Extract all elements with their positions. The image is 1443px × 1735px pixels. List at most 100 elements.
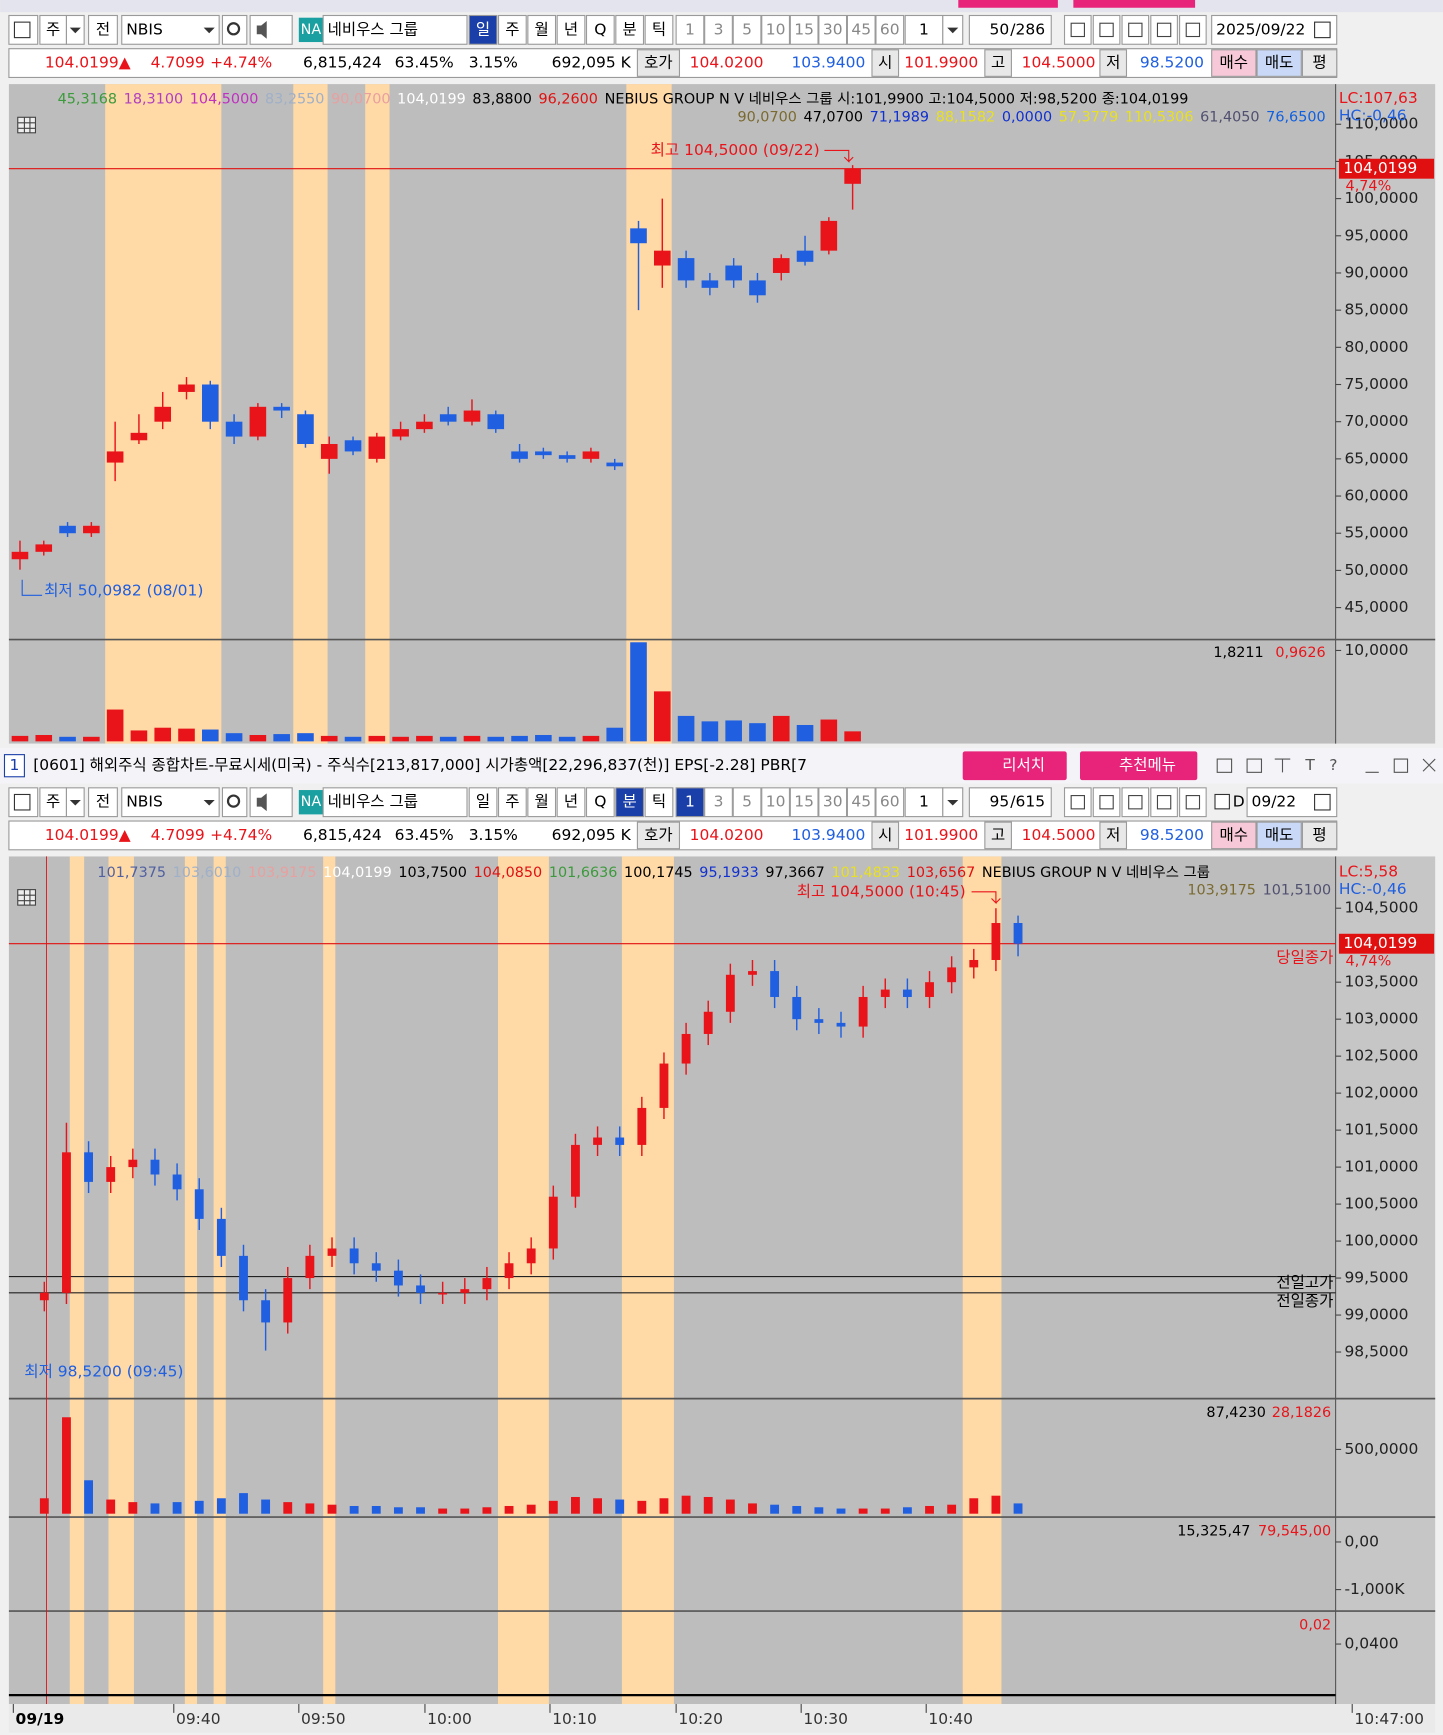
date-field[interactable] bbox=[1246, 787, 1338, 818]
candle-body bbox=[201, 384, 219, 422]
interval-button[interactable] bbox=[704, 14, 733, 45]
legend-entry: 104,5000 bbox=[190, 92, 259, 108]
period-button[interactable] bbox=[556, 787, 586, 818]
tool-icon[interactable] bbox=[1092, 14, 1121, 45]
order-button[interactable] bbox=[1301, 821, 1338, 850]
market-select[interactable] bbox=[39, 14, 68, 45]
tool-icon[interactable] bbox=[1063, 14, 1092, 45]
table-icon[interactable] bbox=[17, 116, 37, 134]
range-field[interactable] bbox=[968, 14, 1052, 45]
hc-label: HC:-0,46 bbox=[1339, 880, 1407, 898]
tool-icon[interactable] bbox=[1150, 14, 1178, 45]
tool-icon[interactable] bbox=[1150, 787, 1178, 818]
interval-button[interactable] bbox=[761, 787, 790, 818]
candle-body bbox=[154, 406, 172, 422]
volume-bar bbox=[368, 735, 386, 742]
interval-button[interactable] bbox=[846, 14, 876, 45]
period-button[interactable] bbox=[527, 14, 557, 45]
interval-label: 60 bbox=[880, 793, 900, 811]
date-field[interactable] bbox=[1211, 14, 1338, 45]
legend-entry: 71,1989 bbox=[870, 109, 929, 125]
session-shade bbox=[626, 84, 672, 744]
tool-icon[interactable] bbox=[1179, 787, 1207, 818]
tool-icon[interactable] bbox=[1063, 787, 1092, 818]
interval-label: 60 bbox=[880, 20, 900, 38]
code-input[interactable] bbox=[121, 787, 220, 818]
interval-button[interactable] bbox=[704, 787, 733, 818]
tool-icon[interactable] bbox=[1179, 14, 1207, 45]
layout-icon[interactable] bbox=[8, 14, 39, 45]
legend-entry: 104,0199 bbox=[323, 865, 392, 881]
period-button[interactable] bbox=[644, 787, 674, 818]
candle-body bbox=[150, 1159, 160, 1175]
y-tick-label: 65,0000 bbox=[1344, 449, 1408, 467]
badge-text: NA bbox=[301, 794, 322, 810]
layout-icon[interactable] bbox=[8, 787, 39, 818]
interval-button[interactable] bbox=[818, 787, 848, 818]
interval-button[interactable] bbox=[875, 787, 905, 818]
period-button[interactable] bbox=[644, 14, 674, 45]
calendar-icon bbox=[1314, 793, 1331, 811]
order-button[interactable] bbox=[1211, 49, 1257, 77]
candle-body bbox=[677, 258, 695, 281]
interval-button[interactable] bbox=[789, 787, 819, 818]
scope-button[interactable] bbox=[88, 14, 118, 45]
order-button[interactable] bbox=[1256, 821, 1302, 850]
quote-low: 98.5200 bbox=[1140, 54, 1204, 72]
session-shade bbox=[213, 856, 226, 1705]
period-button[interactable] bbox=[556, 14, 586, 45]
interval-button[interactable] bbox=[846, 787, 876, 818]
tool-icon[interactable] bbox=[1092, 787, 1121, 818]
period-button[interactable] bbox=[468, 14, 498, 45]
candle-body bbox=[548, 1196, 558, 1249]
interval-button[interactable] bbox=[875, 14, 905, 45]
interval-button[interactable] bbox=[675, 787, 705, 818]
name-field[interactable] bbox=[322, 787, 468, 818]
search-button[interactable] bbox=[221, 787, 248, 818]
interval-button[interactable] bbox=[789, 14, 819, 45]
interval-button[interactable] bbox=[818, 14, 848, 45]
search-button[interactable] bbox=[221, 14, 248, 45]
tool-icon[interactable] bbox=[1121, 14, 1150, 45]
volume-bar bbox=[128, 1502, 138, 1514]
scope-button[interactable] bbox=[88, 787, 118, 818]
code-input[interactable] bbox=[121, 14, 220, 45]
period-button[interactable] bbox=[527, 787, 557, 818]
quote-change-pct: +4.74% bbox=[210, 826, 272, 844]
period-button[interactable] bbox=[615, 787, 645, 818]
period-button[interactable] bbox=[497, 14, 527, 45]
count-field[interactable] bbox=[904, 14, 944, 45]
period-button[interactable] bbox=[468, 787, 498, 818]
order-button[interactable] bbox=[1301, 49, 1338, 77]
range-field[interactable] bbox=[968, 787, 1052, 818]
order-button[interactable] bbox=[1211, 821, 1257, 850]
tool-icon[interactable] bbox=[1121, 787, 1150, 818]
header-button[interactable] bbox=[1080, 751, 1198, 781]
sound-button[interactable] bbox=[249, 787, 293, 818]
volume-bar bbox=[659, 1498, 669, 1514]
interval-button[interactable] bbox=[732, 787, 762, 818]
table-icon[interactable] bbox=[17, 889, 37, 906]
count-field[interactable] bbox=[904, 787, 944, 818]
quote-open: 101.9900 bbox=[904, 826, 978, 844]
window-number bbox=[3, 754, 25, 778]
header-button[interactable] bbox=[962, 751, 1067, 781]
name-field[interactable] bbox=[322, 14, 468, 45]
interval-button[interactable] bbox=[761, 14, 790, 45]
checkbox[interactable] bbox=[1214, 793, 1230, 810]
sound-button[interactable] bbox=[249, 14, 293, 45]
market-select[interactable] bbox=[39, 787, 68, 818]
period-button[interactable] bbox=[585, 14, 615, 45]
candle-body bbox=[504, 1263, 514, 1279]
candle-body bbox=[637, 1107, 647, 1145]
order-button[interactable] bbox=[1256, 49, 1302, 77]
period-button[interactable] bbox=[497, 787, 527, 818]
candle-body bbox=[770, 971, 780, 997]
interval-button[interactable] bbox=[675, 14, 705, 45]
period-button[interactable] bbox=[585, 787, 615, 818]
interval-button[interactable] bbox=[732, 14, 762, 45]
period-button[interactable] bbox=[615, 14, 645, 45]
interval-label: 45 bbox=[851, 20, 871, 38]
y-tick-label: 101,5000 bbox=[1344, 1121, 1418, 1139]
plot-area bbox=[8, 84, 1336, 744]
